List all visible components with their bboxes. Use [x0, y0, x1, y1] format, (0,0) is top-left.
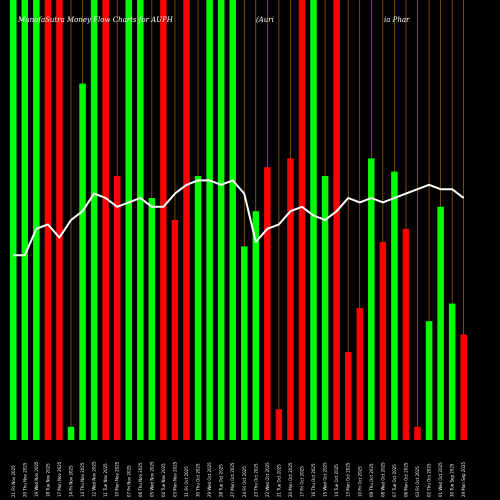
- x-tick-label: 28 Tue Oct 2025: [219, 464, 224, 497]
- x-tick-label: 03 Mon Nov 2025: [172, 461, 177, 497]
- bar: [321, 176, 329, 440]
- x-tick-label: 30 Tue Sep 2025: [450, 463, 455, 497]
- x-tick-label: 08 Wed Oct 2025: [380, 462, 385, 497]
- bar: [368, 158, 375, 440]
- bar: [287, 158, 294, 440]
- x-tick-label: 01 Wed Oct 2025: [438, 462, 443, 497]
- x-tick-label: 20 Thu Nov 2025: [22, 462, 27, 497]
- bar: [67, 426, 75, 440]
- x-tick-label: 09 Thu Oct 2025: [369, 463, 374, 497]
- x-tick-label: 03 Fri Oct 2025: [415, 466, 420, 497]
- bar: [298, 0, 306, 440]
- bar: [437, 206, 444, 440]
- x-tick-label: 19 Wed Nov 2025: [34, 461, 39, 497]
- x-tick-label: 21 Fri Nov 2025: [11, 465, 16, 497]
- bar: [217, 0, 225, 440]
- bar: [414, 426, 421, 440]
- bar: [333, 0, 340, 440]
- chart-title: MunafaSutra Money Flow Charts for AUPH: [17, 16, 174, 24]
- chart-title-part-2: (Auri: [256, 16, 274, 24]
- x-tick-label: 02 Thu Oct 2025: [427, 463, 432, 497]
- bar: [160, 0, 167, 440]
- x-tick-label: 30 Thu Oct 2025: [196, 463, 201, 497]
- bar: [264, 167, 271, 440]
- bar: [275, 409, 283, 440]
- x-tick-label: 17 Mon Nov 2025: [57, 461, 62, 497]
- bar: [44, 0, 52, 440]
- x-tick-label: 15 Wed Oct 2025: [323, 462, 328, 497]
- x-tick-label: 12 Wed Nov 2025: [92, 461, 97, 497]
- bar: [252, 211, 260, 440]
- x-tick-label: 10 Fri Oct 2025: [357, 466, 362, 497]
- bar: [183, 0, 190, 440]
- x-tick-label: 22 Wed Oct 2025: [265, 462, 270, 497]
- x-tick-label: 10 Mon Nov 2025: [115, 461, 120, 497]
- x-tick-label: 11 Tue Nov 2025: [103, 463, 108, 497]
- bar: [171, 220, 179, 440]
- bar: [402, 228, 410, 440]
- x-tick-label: 18 Tue Nov 2025: [45, 463, 50, 497]
- bar: [448, 303, 456, 440]
- x-tick-label: 29 Wed Oct 2025: [207, 462, 212, 497]
- bar: [344, 352, 352, 440]
- x-tick-label: 27 Mon Oct 2025: [230, 462, 235, 497]
- x-tick-label: 07 Tue Oct 2025: [392, 464, 397, 497]
- x-tick-label: 21 Tue Oct 2025: [276, 464, 281, 497]
- line-series-path: [13, 179, 465, 257]
- bar: [460, 334, 467, 440]
- x-axis-ticks: 21 Fri Nov 2025 20 Thu Nov 2025 19 Wed Nov…: [11, 461, 466, 497]
- x-tick-label: 24 Fri Oct 2025: [242, 466, 247, 497]
- bar: [310, 0, 317, 440]
- bar: [10, 0, 17, 440]
- x-tick-label: 17 Fri Oct 2025: [300, 466, 305, 497]
- x-tick-label: 04 Tue Nov 2025: [161, 463, 166, 497]
- bar: [79, 83, 86, 440]
- bar: [56, 0, 63, 440]
- chart-title-part-3: ia Phar: [384, 16, 410, 24]
- bar: [241, 246, 248, 440]
- x-tick-label: 14 Fri Nov 2025: [69, 465, 74, 497]
- x-tick-label: 29 Mon Sep 2025: [461, 461, 466, 497]
- x-tick-label: 07 Fri Nov 2025: [126, 465, 131, 497]
- bar: [137, 0, 144, 440]
- bar: [356, 308, 363, 440]
- x-tick-label: 06 Mon Oct 2025: [403, 462, 408, 497]
- bar: [379, 242, 387, 440]
- bar: [148, 198, 156, 440]
- bar: [391, 171, 398, 440]
- bar: [206, 0, 213, 440]
- line-series: [13, 179, 465, 257]
- x-tick-label: 14 Tue Oct 2025: [334, 464, 339, 497]
- x-tick-label: 23 Thu Oct 2025: [253, 463, 258, 497]
- bar: [425, 321, 433, 440]
- bar: [21, 0, 29, 440]
- bar: [229, 0, 236, 440]
- bar: [90, 0, 98, 440]
- x-tick-label: 06 Thu Nov 2025: [138, 462, 143, 497]
- x-tick-label: 13 Thu Nov 2025: [80, 462, 85, 497]
- bar: [194, 176, 202, 440]
- x-tick-label: 13 Mon Oct 2025: [346, 462, 351, 497]
- bar: [33, 0, 40, 440]
- bar: [125, 0, 132, 440]
- bar: [113, 176, 121, 440]
- x-tick-label: 05 Wed Nov 2025: [149, 461, 154, 497]
- x-tick-label: 20 Mon Oct 2025: [288, 462, 293, 497]
- bar: [102, 0, 109, 440]
- x-tick-label: 16 Thu Oct 2025: [311, 463, 316, 497]
- bar-series: [10, 0, 467, 440]
- x-tick-label: 31 Fri Oct 2025: [184, 466, 189, 497]
